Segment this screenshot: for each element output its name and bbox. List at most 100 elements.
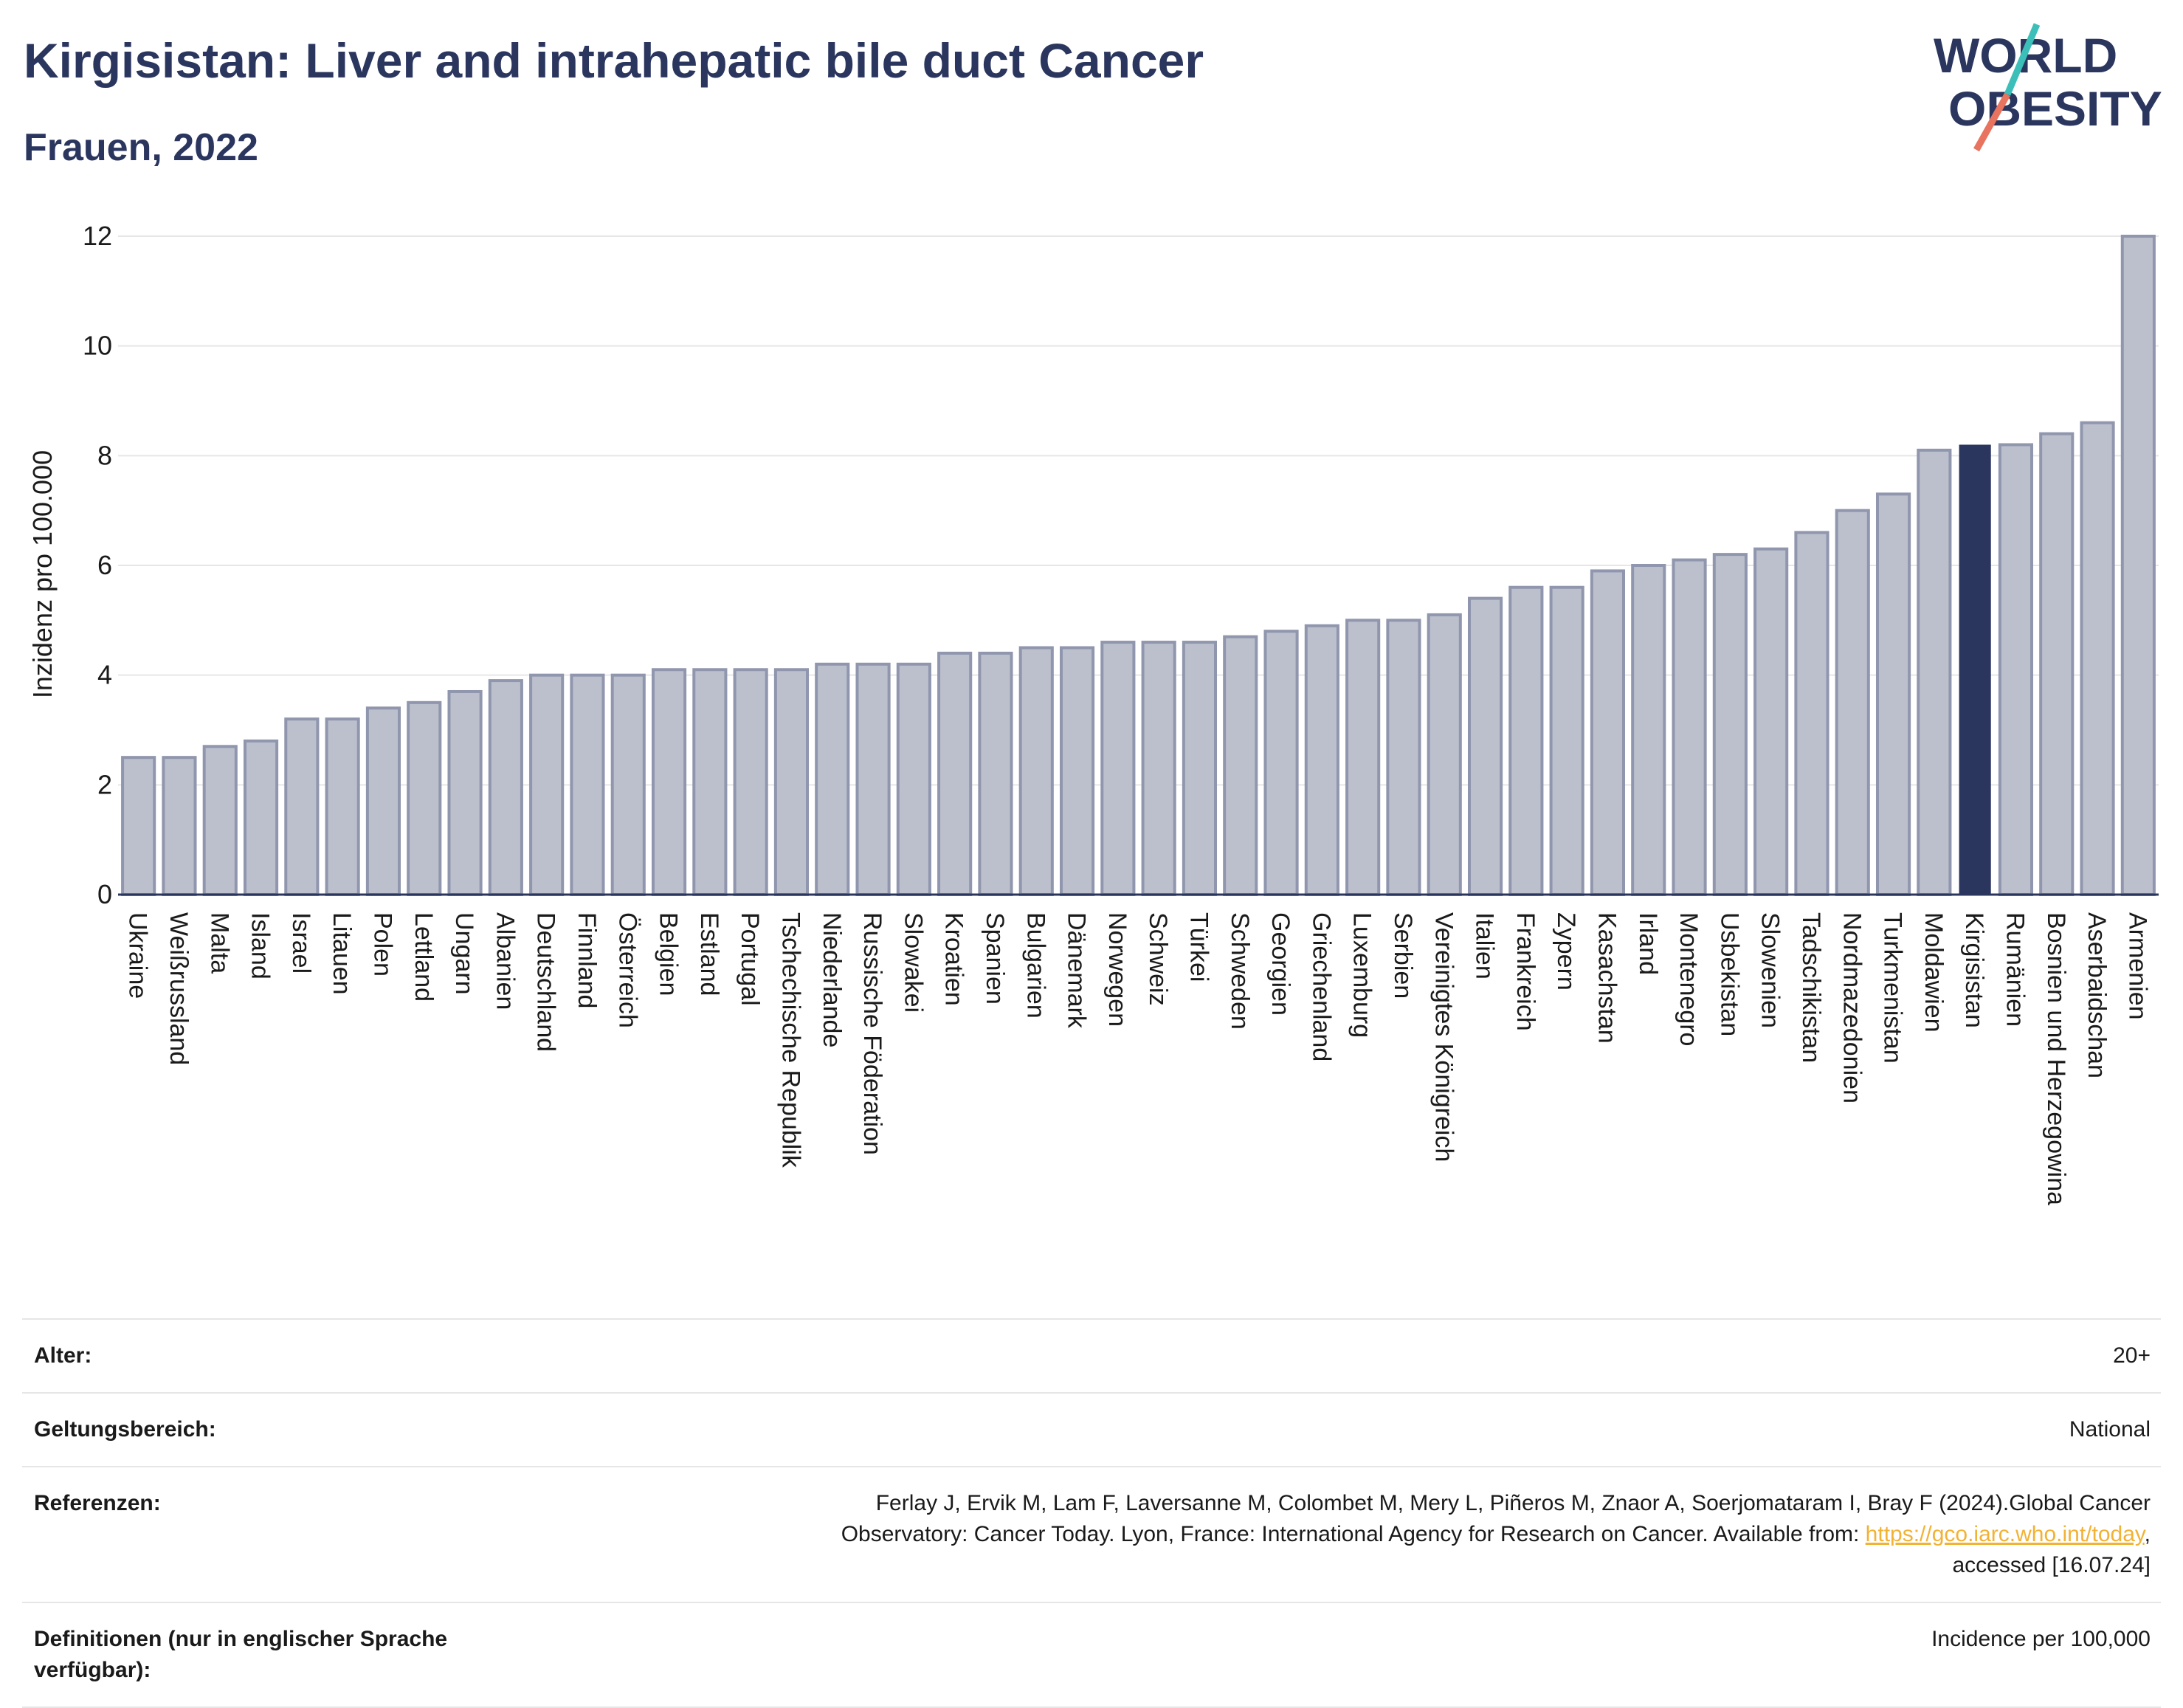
age-value: 20+ [2113, 1343, 2151, 1368]
bar-aserbaidschan[interactable] [2080, 421, 2115, 896]
x-tick-label: Usbekistan [1715, 912, 1743, 1036]
bar-montenegro[interactable] [1672, 558, 1707, 896]
bar-ukraine[interactable] [121, 756, 156, 896]
bar-portugal[interactable] [733, 668, 768, 896]
bar-schweden[interactable] [1223, 635, 1258, 897]
logo-slash-coral [1973, 92, 2010, 152]
bar-malta[interactable] [202, 745, 238, 896]
bar-russische-föderation[interactable] [855, 662, 891, 896]
references-line2: Observatory: Cancer Today. Lyon, France:… [601, 1519, 2151, 1550]
y-tick-label: 4 [97, 660, 112, 690]
bar-ungarn[interactable] [447, 689, 483, 896]
references-value: Ferlay J, Ervik M, Lam F, Laversanne M, … [601, 1488, 2151, 1581]
bar-norwegen[interactable] [1100, 641, 1136, 896]
x-tick-label: Tschechische Republik [776, 912, 804, 1168]
x-tick-label: Dänemark [1063, 912, 1091, 1029]
x-tick-label: Bulgarien [1021, 912, 1049, 1019]
bar-luxemburg[interactable] [1345, 619, 1381, 896]
bar-polen[interactable] [365, 706, 401, 896]
bar-armenien[interactable] [2120, 235, 2156, 896]
bar-kasachstan[interactable] [1590, 569, 1626, 897]
x-tick-label: Turkmenistan [1879, 912, 1907, 1064]
references-line2-text: Observatory: Cancer Today. Lyon, France:… [841, 1522, 1866, 1546]
world-obesity-logo: WORLD OBESITY [1934, 23, 2162, 152]
bar-weißrussland[interactable] [162, 756, 197, 896]
x-tick-label: Kasachstan [1593, 912, 1621, 1044]
bar-spanien[interactable] [978, 651, 1013, 897]
y-tick-label: 6 [97, 550, 112, 580]
bar-chart: 0 2 4 6 8 10 12 Ukraine Weißrussland Malta Island I… [27, 221, 2159, 1205]
bar-albanien[interactable] [488, 679, 523, 896]
bar-irland[interactable] [1631, 564, 1666, 896]
bar-schweiz[interactable] [1141, 641, 1176, 896]
x-tick-label: Türkei [1184, 912, 1213, 982]
x-tick-label: Moldawien [1920, 912, 1948, 1033]
bar-slowakei[interactable] [896, 662, 931, 896]
bar-vereinigtes-königreich[interactable] [1427, 613, 1462, 897]
bar-litauen[interactable] [325, 717, 360, 897]
bar-georgien[interactable] [1263, 630, 1299, 896]
x-tick-label: Georgien [1266, 912, 1294, 1016]
bar-usbekistan[interactable] [1712, 553, 1748, 897]
bar-island[interactable] [243, 739, 279, 896]
y-tick-label: 8 [97, 440, 112, 470]
x-tick-label: Litauen [328, 912, 356, 995]
x-tick-label: Nordmazedonien [1838, 912, 1866, 1103]
bar-deutschland[interactable] [529, 673, 565, 897]
bar-frankreich[interactable] [1508, 585, 1544, 896]
references-line3: accessed [16.07.24] [1952, 1553, 2151, 1577]
x-tick-label: Weißrussland [165, 912, 193, 1065]
bar-finnland[interactable] [570, 673, 605, 897]
y-axis-label: Inzidenz pro 100.000 [27, 450, 58, 698]
x-tick-label: Lettland [410, 912, 438, 1002]
bar-bulgarien[interactable] [1018, 646, 1054, 896]
bar-türkei[interactable] [1182, 641, 1218, 896]
references-link[interactable]: https://gco.iarc.who.int/today [1865, 1522, 2145, 1546]
y-tick-label: 2 [97, 769, 112, 799]
bar-moldawien[interactable] [1917, 448, 1952, 896]
bar-serbien[interactable] [1386, 619, 1421, 896]
bar-israel[interactable] [284, 717, 320, 897]
chart-title: Kirgisistan: Liver and intrahepatic bile… [24, 33, 1204, 88]
bar-tschechische-republik[interactable] [773, 668, 810, 896]
x-tick-label: Island [246, 912, 275, 979]
axis-layer: 0 2 4 6 8 10 12 Ukraine Weißrussland Malta Island I… [83, 221, 2159, 1205]
references-label: Referenzen: [34, 1491, 161, 1515]
references-line2-suffix: , [2144, 1522, 2151, 1546]
x-tick-label: Malta [205, 912, 233, 974]
x-tick-label: Griechenland [1307, 912, 1335, 1061]
x-tick-label: Tadschikistan [1797, 912, 1825, 1063]
x-tick-label: Kroatien [940, 912, 968, 1006]
x-tick-label: Spanien [981, 912, 1009, 1005]
bar-bosnien-und-herzegowina[interactable] [2039, 432, 2075, 896]
bar-kroatien[interactable] [937, 651, 973, 897]
x-tick-label: Israel [287, 912, 315, 974]
bar-dänemark[interactable] [1059, 646, 1095, 896]
bar-slowenien[interactable] [1753, 547, 1789, 896]
references-line1: Ferlay J, Ervik M, Lam F, Laversanne M, … [875, 1491, 2151, 1515]
bar-tadschikistan[interactable] [1794, 531, 1829, 897]
bar-griechenland[interactable] [1304, 624, 1339, 896]
definitions-value: Incidence per 100,000 [1931, 1627, 2151, 1651]
x-tick-label: Rumänien [2001, 912, 2029, 1027]
bar-niederlande[interactable] [815, 662, 850, 896]
bar-estland[interactable] [692, 668, 728, 896]
x-tick-label: Bosnien und Herzegowina [2042, 912, 2070, 1205]
bar-italien[interactable] [1467, 596, 1503, 896]
bar-österreich[interactable] [610, 673, 646, 897]
x-tick-label: Luxemburg [1348, 912, 1376, 1038]
x-tick-label: Niederlande [818, 912, 846, 1047]
x-tick-label: Aserbaidschan [2083, 912, 2111, 1078]
bar-turkmenistan[interactable] [1875, 492, 1911, 896]
bar-belgien[interactable] [651, 668, 687, 896]
y-tick-label: 10 [83, 331, 112, 361]
bar-nordmazedonien[interactable] [1835, 509, 1870, 896]
x-tick-label: Italien [1471, 912, 1499, 979]
bar-rumänien[interactable] [1998, 443, 2034, 896]
x-tick-label: Ungarn [450, 912, 478, 995]
bar-kirgisistan[interactable] [1959, 444, 1991, 895]
bar-zypern[interactable] [1549, 585, 1584, 896]
y-tick-label: 0 [97, 879, 112, 909]
bar-lettland[interactable] [407, 700, 442, 896]
x-tick-label: Irland [1634, 912, 1662, 975]
